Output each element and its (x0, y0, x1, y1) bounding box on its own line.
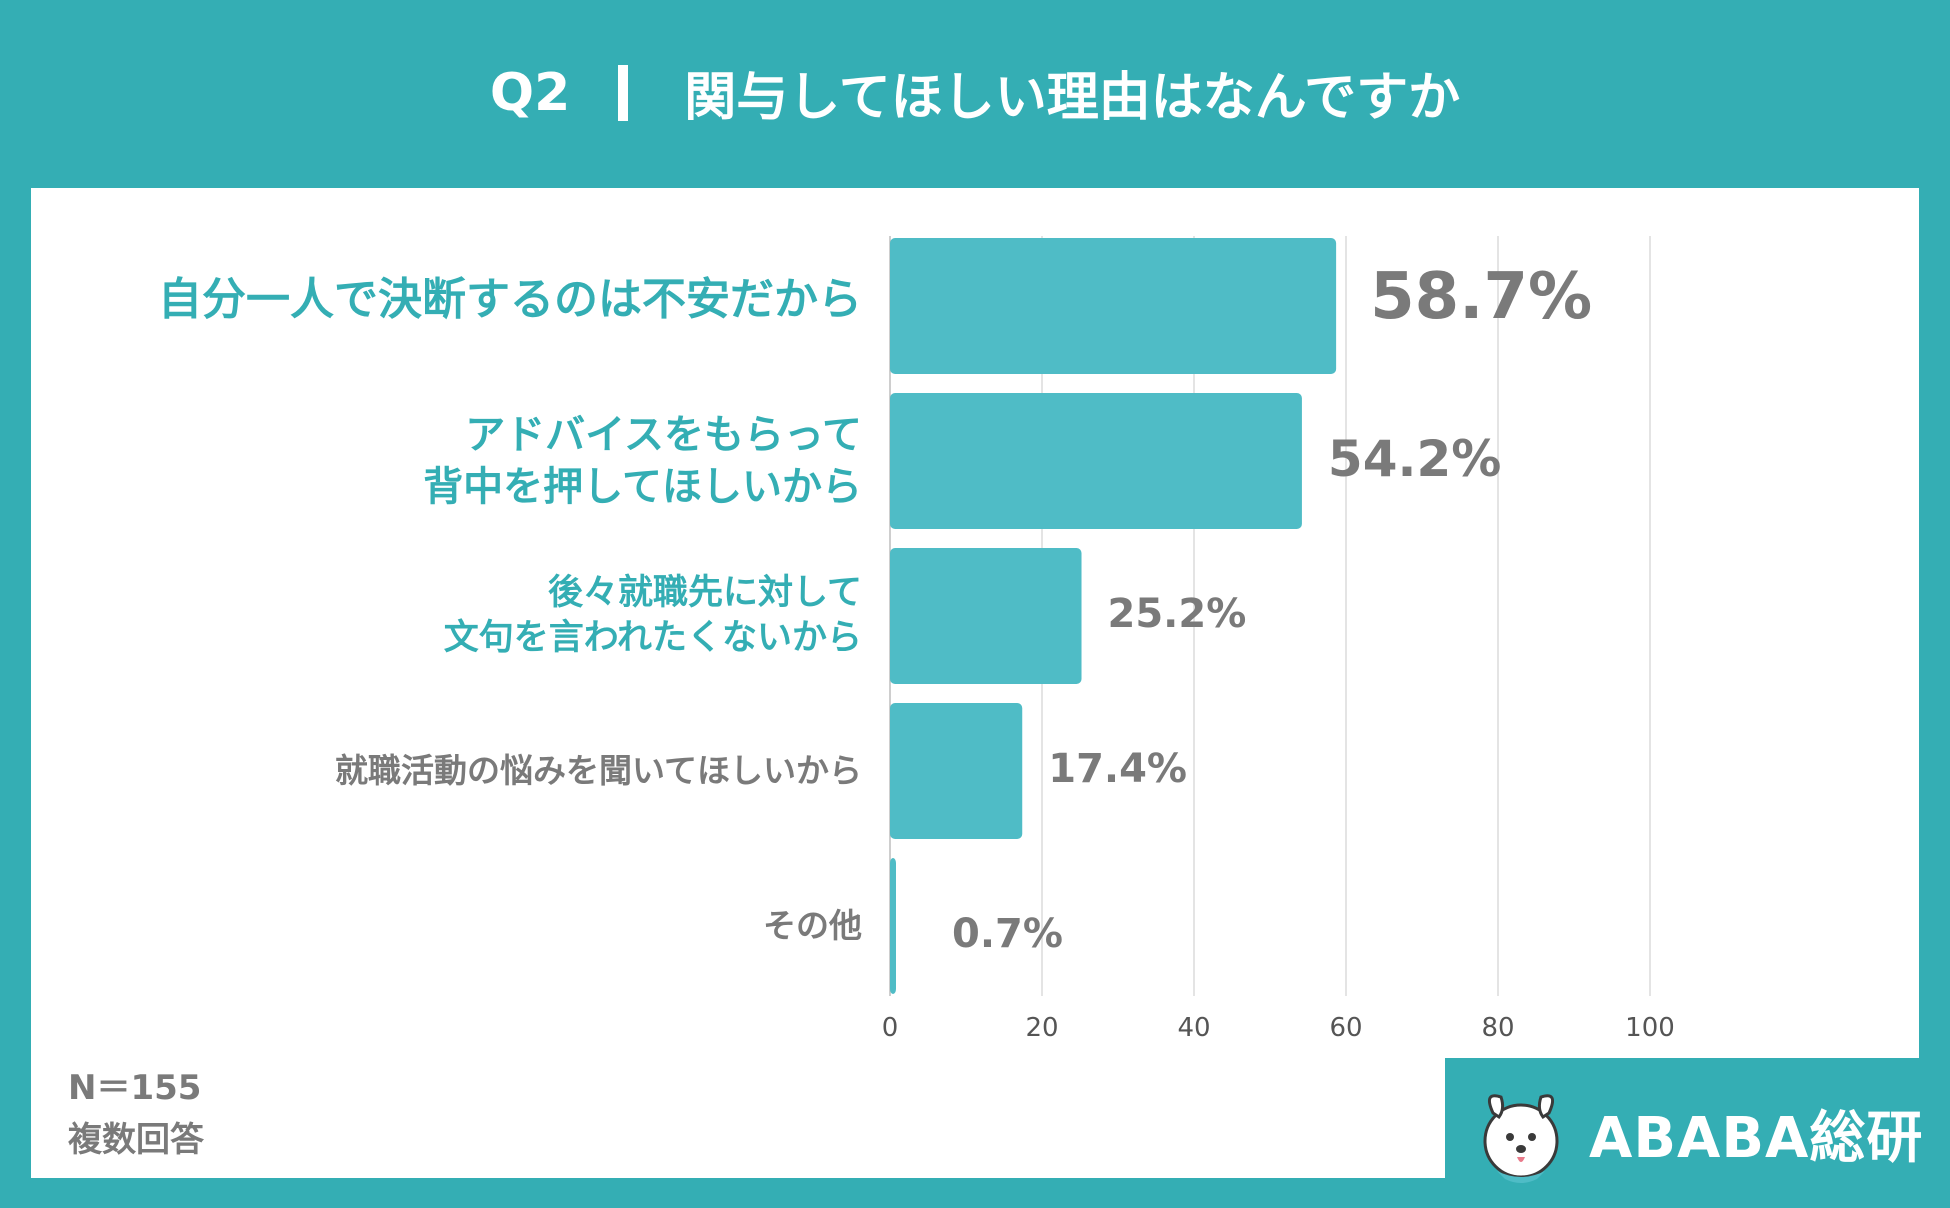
x-tick-label: 0 (882, 1013, 899, 1043)
x-tick-label: 20 (1025, 1013, 1058, 1043)
category-label: 就職活動の悩みを聞いてほしいから (334, 750, 862, 790)
category-label: アドバイスをもらって 背中を押してほしいから (423, 412, 862, 510)
chart-header: Q2 関与してほしい理由はなんですか (0, 0, 1950, 185)
bar (890, 393, 1302, 529)
category-label: その他 (763, 905, 862, 945)
value-label: 0.7% (952, 911, 1063, 958)
value-label: 17.4% (1048, 746, 1188, 793)
brand-name: ABABA総研 (1589, 1105, 1924, 1171)
value-label: 25.2% (1107, 591, 1247, 638)
brand-badge: ABABA総研 (1445, 1058, 1950, 1208)
chart-title: 関与してほしい理由はなんですか (684, 68, 1461, 128)
category-label: 自分一人で決断するのは不安だから (158, 274, 862, 326)
value-label: 58.7% (1370, 260, 1593, 335)
bar (890, 238, 1337, 374)
bar (890, 548, 1082, 684)
bar (890, 703, 1023, 839)
category-label: 後々就職先に対して 文句を言われたくないから (443, 572, 862, 659)
x-tick-label: 60 (1329, 1013, 1362, 1043)
question-number: Q2 (489, 62, 571, 123)
x-tick-label: 80 (1481, 1013, 1514, 1043)
bar (890, 858, 896, 994)
response-type-note: 複数回答 (68, 1120, 204, 1160)
x-tick-label: 100 (1625, 1013, 1675, 1043)
sample-size-note: N＝155 (68, 1068, 202, 1108)
title-divider (618, 64, 629, 121)
value-label: 54.2% (1327, 430, 1502, 488)
dog-mascot-icon (1483, 1094, 1559, 1183)
x-tick-label: 40 (1177, 1013, 1210, 1043)
